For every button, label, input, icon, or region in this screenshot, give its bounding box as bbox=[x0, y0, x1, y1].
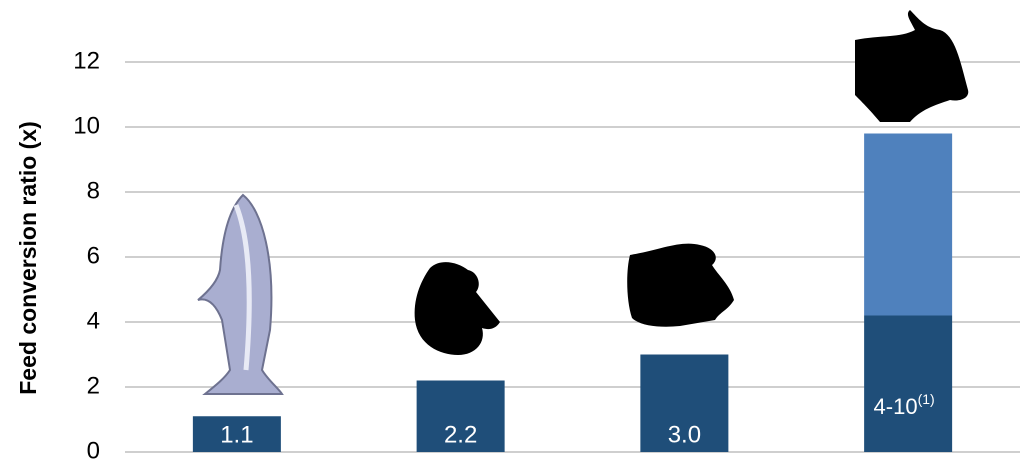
cow-icon bbox=[855, 10, 969, 122]
annotation-text: 4-10 bbox=[874, 394, 918, 419]
chicken-icon bbox=[414, 262, 500, 355]
y-tick-label: 12 bbox=[73, 47, 100, 74]
y-tick-label: 2 bbox=[87, 372, 100, 399]
bar bbox=[416, 380, 505, 452]
value-label: 1.1 bbox=[220, 421, 253, 448]
bar bbox=[640, 354, 729, 452]
y-tick-label: 6 bbox=[87, 242, 100, 269]
bar bbox=[864, 315, 953, 452]
y-tick-label: 8 bbox=[87, 177, 100, 204]
annotation-sup: (1) bbox=[918, 391, 935, 407]
y-tick-label: 0 bbox=[87, 437, 100, 461]
y-axis-label: Feed conversion ratio (x) bbox=[15, 121, 41, 395]
fish-icon bbox=[197, 193, 284, 395]
bar bbox=[192, 416, 281, 452]
value-label: 3.0 bbox=[668, 421, 701, 448]
annotation: 4-10(1) bbox=[874, 391, 935, 419]
plot-area: 0 2 4 6 8 10 12 1.1 2.2 3.0 4-10(1) bbox=[73, 47, 1020, 461]
bar bbox=[864, 133, 953, 316]
y-tick-label: 10 bbox=[73, 112, 100, 139]
value-label: 2.2 bbox=[444, 421, 477, 448]
pig-icon bbox=[627, 243, 734, 327]
y-tick-label: 4 bbox=[87, 307, 100, 334]
